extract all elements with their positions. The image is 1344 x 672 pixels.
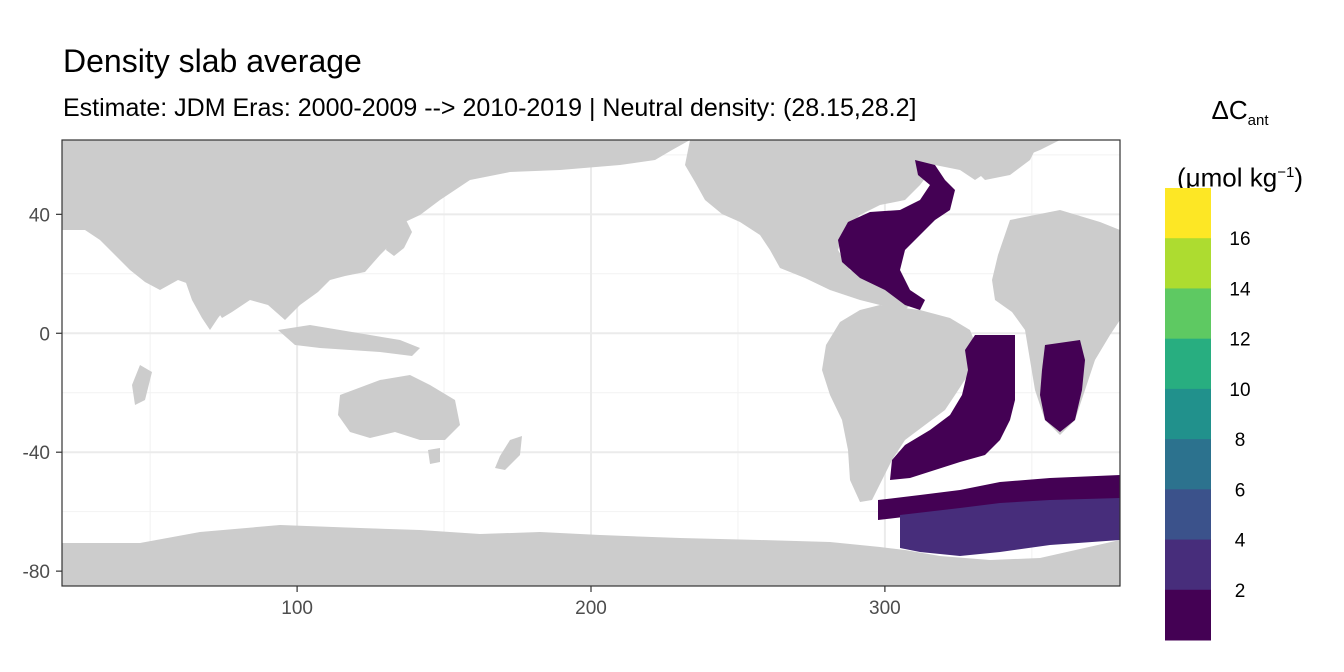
legend-title: ΔCant (μmol kg−1) bbox=[1160, 84, 1320, 204]
legend-label: 10 bbox=[1229, 380, 1250, 401]
map-title: Density slab average bbox=[63, 43, 362, 79]
legend-label: 6 bbox=[1235, 480, 1246, 501]
y-axis: 40 0 -40 -80 bbox=[23, 205, 62, 583]
legend-unit-exponent: −1 bbox=[1277, 164, 1295, 182]
y-tick-label: -80 bbox=[23, 562, 50, 583]
legend-swatch bbox=[1165, 489, 1211, 541]
x-tick-label: 300 bbox=[869, 598, 901, 619]
legend-swatch bbox=[1165, 188, 1211, 239]
cell-southern-ocean-band bbox=[878, 475, 1120, 520]
land-africa bbox=[992, 210, 1120, 435]
cell-indian-atlantic bbox=[1040, 340, 1085, 432]
cell-south-atlantic bbox=[890, 335, 1015, 480]
legend-symbol: ΔC bbox=[1211, 95, 1248, 125]
legend-label: 2 bbox=[1235, 581, 1246, 602]
land-mask bbox=[62, 140, 1120, 586]
data-layer bbox=[838, 160, 1120, 556]
x-tick-label: 100 bbox=[281, 598, 313, 619]
legend-swatch bbox=[1165, 539, 1211, 591]
legend-unit-suffix: ) bbox=[1294, 162, 1303, 193]
x-tick-label: 200 bbox=[575, 598, 607, 619]
land-eurasia bbox=[62, 140, 690, 320]
y-tick-label: 40 bbox=[29, 205, 50, 226]
legend-label: 12 bbox=[1229, 330, 1250, 351]
legend-swatch bbox=[1165, 338, 1211, 390]
legend-label: 16 bbox=[1229, 229, 1250, 250]
legend-label: 14 bbox=[1229, 279, 1251, 300]
legend-subscript: ant bbox=[1247, 112, 1269, 130]
land-madagascar bbox=[132, 365, 152, 405]
land-antarctica bbox=[62, 525, 1120, 586]
land-japan bbox=[386, 218, 412, 256]
legend-swatch bbox=[1165, 388, 1211, 440]
land-south-america bbox=[822, 305, 978, 502]
legend-swatch bbox=[1165, 439, 1211, 490]
land-new-zealand bbox=[495, 436, 522, 470]
legend-unit-prefix: (μmol kg bbox=[1177, 162, 1278, 193]
map-panel bbox=[61, 139, 1121, 587]
cell-southern-ocean-shelf bbox=[900, 498, 1120, 556]
map-subtitle: Estimate: JDM Eras: 2000-2009 --> 2010-2… bbox=[63, 94, 917, 122]
x-axis: 100 200 300 bbox=[281, 586, 901, 619]
legend-label: 4 bbox=[1235, 531, 1246, 552]
legend-swatch bbox=[1165, 589, 1211, 641]
cell-north-atlantic bbox=[838, 160, 955, 310]
land-north-america bbox=[685, 140, 1060, 310]
land-greenland bbox=[960, 140, 1040, 180]
land-tasmania bbox=[428, 448, 440, 464]
land-australia bbox=[338, 375, 460, 440]
land-india bbox=[185, 280, 232, 330]
y-tick-label: -40 bbox=[23, 443, 50, 464]
legend-label: 8 bbox=[1235, 430, 1246, 451]
land-maritime-continent bbox=[278, 325, 420, 356]
legend-swatch bbox=[1165, 288, 1211, 340]
y-tick-label: 0 bbox=[39, 324, 50, 345]
legend-colorbar: 2 4 6 8 10 12 14 16 bbox=[1165, 188, 1251, 641]
legend-swatch bbox=[1165, 238, 1211, 289]
